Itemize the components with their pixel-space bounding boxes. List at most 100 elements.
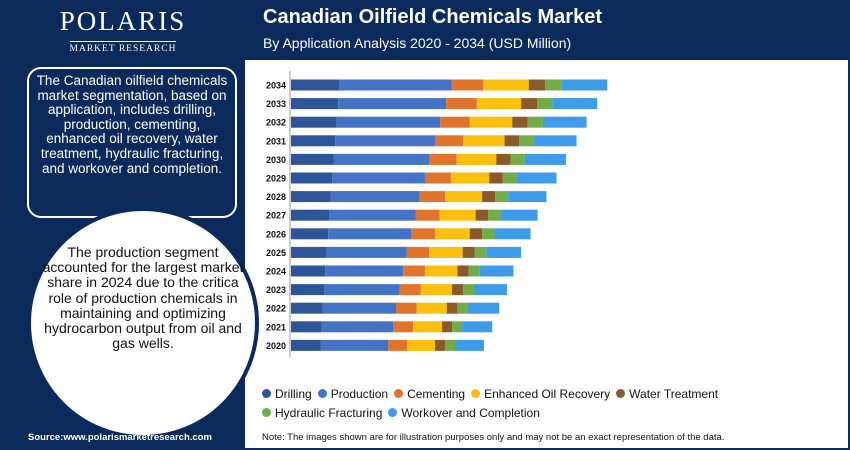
bar-segment xyxy=(456,153,497,165)
bar-segment xyxy=(291,246,327,258)
bar-segment xyxy=(534,135,577,147)
logo-name: POLARIS xyxy=(59,6,187,36)
bar-segment xyxy=(320,339,389,351)
stacked-bar-chart: 2034 2033 2032 2031 2030 2029 2028 2027 2026 2025… xyxy=(266,71,608,358)
bar-segment xyxy=(424,172,451,184)
bar-segment xyxy=(451,79,484,91)
bar-segment xyxy=(463,135,505,147)
bar-segment xyxy=(434,228,470,240)
y-tick-label: 2024 xyxy=(266,267,286,277)
bar-segment xyxy=(396,302,417,314)
bar-segment xyxy=(439,209,476,221)
bar-segment xyxy=(521,98,538,110)
bar-segment xyxy=(434,339,445,351)
y-tick-label: 2033 xyxy=(266,99,286,109)
legend-item: Enhanced Oil Recovery xyxy=(471,385,610,404)
bar-segment xyxy=(474,246,487,258)
legend-dot-icon xyxy=(317,389,327,398)
y-tick-label: 2029 xyxy=(266,174,286,184)
bar-segment xyxy=(291,321,322,333)
y-tick-label: 2025 xyxy=(266,248,286,258)
bar-segment xyxy=(482,228,495,240)
y-tick-label: 2022 xyxy=(266,304,286,314)
legend-label: Water Treatment xyxy=(629,387,719,401)
bar-segment xyxy=(446,302,458,314)
legend-item: Water Treatment xyxy=(616,385,718,404)
bar-segment xyxy=(429,246,463,258)
bar-segment xyxy=(504,135,520,147)
y-tick-label: 2028 xyxy=(266,192,286,202)
bar-segment xyxy=(489,172,503,184)
bar-segment xyxy=(338,98,447,110)
legend-dot-icon xyxy=(471,389,481,398)
y-tick-label: 2032 xyxy=(266,118,286,128)
legend-item: Production xyxy=(317,385,388,404)
chart-subtitle: By Application Analysis 2020 - 2034 (USD… xyxy=(263,35,572,51)
logo-tagline: MARKET RESEARCH xyxy=(69,41,177,54)
bar-segment xyxy=(561,79,608,91)
bar-segment xyxy=(462,246,475,258)
bar-segment xyxy=(419,191,445,203)
bar-segment xyxy=(406,246,430,258)
bar-segment xyxy=(468,265,480,277)
bar-segment xyxy=(324,284,400,296)
bar-segment xyxy=(510,153,525,165)
legend-dot-icon xyxy=(616,389,626,398)
bar-segment xyxy=(537,98,553,110)
bar-segment xyxy=(545,79,562,91)
y-tick-label: 2034 xyxy=(266,81,286,91)
legend-dot-icon xyxy=(262,408,271,417)
bar-segment xyxy=(322,302,397,314)
bar-segment xyxy=(508,191,547,203)
legend-label: Cementing xyxy=(407,387,466,401)
bar-segment xyxy=(452,284,464,296)
bar-segment xyxy=(552,98,598,110)
highlight-text: The production segment accounted for the… xyxy=(42,244,244,352)
bar-segment xyxy=(474,284,507,296)
chart-title: Canadian Oilfield Chemicals Market xyxy=(263,6,602,28)
bar-segment xyxy=(463,284,475,296)
bar-segment xyxy=(415,209,440,221)
bar-segment xyxy=(321,321,394,333)
bar-segment xyxy=(468,302,500,314)
bar-segment xyxy=(494,228,531,240)
bar-segment xyxy=(291,339,321,351)
bar-segment xyxy=(444,191,483,203)
sidebar: POLARIS MARKET RESEARCH The Canadian oil… xyxy=(0,0,259,450)
y-tick-label: 2021 xyxy=(266,322,286,332)
bar-segment xyxy=(413,321,443,333)
y-tick-label: 2023 xyxy=(266,285,286,295)
bar-segment xyxy=(469,116,513,128)
bar-segment xyxy=(291,284,325,296)
bar-segment xyxy=(476,98,522,110)
bar-segment xyxy=(335,135,435,147)
bar-segment xyxy=(475,209,489,221)
y-tick-label: 2031 xyxy=(266,136,286,146)
bar-segment xyxy=(542,116,587,128)
source-text: Source:www.polarismarketresearch.com xyxy=(28,432,212,443)
bar-segment xyxy=(528,79,546,91)
bar-segment xyxy=(291,79,340,91)
bar-segment xyxy=(429,153,457,165)
bar-segment xyxy=(424,265,458,277)
bar-segment xyxy=(446,98,477,110)
legend-dot-icon xyxy=(388,408,398,417)
bar-segment xyxy=(291,209,330,221)
bar-segment xyxy=(291,116,337,128)
legend-dot-icon xyxy=(394,389,404,398)
bar-segment xyxy=(399,284,421,296)
bar-segment xyxy=(411,228,435,240)
bar-segment xyxy=(488,209,501,221)
bar-segment xyxy=(434,135,464,147)
legend-label: Enhanced Oil Recovery xyxy=(484,387,611,401)
y-tick-label: 2020 xyxy=(266,341,286,351)
legend-label: Drilling xyxy=(275,387,312,401)
disclaimer-note: Note: The images shown are for illustrat… xyxy=(262,432,725,443)
bar-segment xyxy=(457,302,468,314)
bar-segment xyxy=(329,209,416,221)
bar-segment xyxy=(420,284,453,296)
y-tick-label: 2030 xyxy=(266,155,286,165)
bar-segment xyxy=(291,265,326,277)
bar-segment xyxy=(457,265,469,277)
bar-segment xyxy=(326,246,407,258)
